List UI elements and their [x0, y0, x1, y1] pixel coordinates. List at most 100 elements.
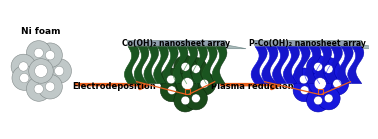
Circle shape [184, 58, 208, 80]
Ellipse shape [309, 68, 329, 82]
Polygon shape [124, 47, 139, 84]
Ellipse shape [172, 77, 187, 96]
Circle shape [160, 68, 183, 91]
Circle shape [333, 79, 341, 88]
Polygon shape [262, 47, 278, 84]
Polygon shape [284, 47, 299, 84]
Polygon shape [134, 47, 149, 84]
Circle shape [307, 55, 330, 78]
Polygon shape [144, 47, 159, 84]
Ellipse shape [183, 83, 201, 99]
Ellipse shape [177, 68, 196, 82]
Circle shape [181, 62, 190, 71]
Ellipse shape [177, 85, 196, 99]
Circle shape [47, 59, 71, 83]
Text: P-Co(OH)₂ nanosheet array: P-Co(OH)₂ nanosheet array [249, 39, 366, 48]
Polygon shape [305, 47, 321, 84]
Circle shape [45, 82, 55, 91]
Ellipse shape [315, 69, 334, 84]
Ellipse shape [36, 71, 56, 87]
Circle shape [314, 96, 322, 105]
Ellipse shape [25, 58, 40, 79]
Circle shape [12, 66, 37, 90]
Polygon shape [164, 47, 178, 84]
Polygon shape [127, 40, 225, 45]
Circle shape [20, 73, 29, 83]
Ellipse shape [315, 83, 334, 99]
Ellipse shape [322, 74, 336, 94]
Polygon shape [154, 47, 168, 84]
Circle shape [11, 54, 36, 79]
Circle shape [184, 87, 208, 110]
Circle shape [307, 89, 330, 112]
Circle shape [38, 74, 62, 99]
Circle shape [326, 72, 349, 95]
Ellipse shape [305, 72, 319, 91]
Circle shape [181, 78, 194, 90]
Circle shape [192, 94, 200, 103]
Text: Ni foam: Ni foam [21, 27, 61, 36]
Polygon shape [183, 47, 198, 84]
Circle shape [292, 68, 315, 91]
Circle shape [192, 65, 200, 73]
Circle shape [38, 43, 62, 68]
Ellipse shape [305, 77, 320, 96]
Circle shape [314, 78, 326, 90]
Circle shape [34, 84, 43, 94]
Ellipse shape [43, 60, 57, 81]
Ellipse shape [29, 73, 50, 87]
Ellipse shape [183, 69, 201, 84]
Circle shape [181, 96, 190, 105]
Circle shape [174, 89, 197, 112]
Polygon shape [193, 47, 208, 84]
Polygon shape [203, 47, 217, 84]
Circle shape [29, 59, 53, 83]
Circle shape [167, 75, 175, 84]
Circle shape [34, 64, 48, 77]
Ellipse shape [189, 74, 203, 94]
Text: Plasma reduction: Plasma reduction [211, 82, 294, 91]
Polygon shape [254, 45, 378, 49]
Polygon shape [254, 40, 361, 45]
Bar [318, 89, 323, 94]
Circle shape [34, 48, 43, 58]
Circle shape [314, 62, 322, 71]
Polygon shape [212, 47, 227, 84]
Text: Electrodeposition: Electrodeposition [72, 82, 156, 91]
Polygon shape [348, 47, 364, 84]
Circle shape [26, 41, 51, 65]
Circle shape [160, 79, 183, 102]
Circle shape [45, 51, 55, 60]
Ellipse shape [29, 54, 50, 69]
Ellipse shape [309, 85, 329, 99]
Polygon shape [316, 47, 332, 84]
Circle shape [299, 75, 308, 84]
Circle shape [26, 77, 51, 101]
Ellipse shape [25, 64, 40, 85]
Polygon shape [127, 45, 246, 49]
Ellipse shape [36, 55, 56, 71]
Polygon shape [173, 47, 188, 84]
Circle shape [317, 58, 340, 80]
Polygon shape [337, 47, 353, 84]
Text: Co(OH)₂ nanosheet array: Co(OH)₂ nanosheet array [122, 39, 230, 48]
Circle shape [193, 72, 216, 95]
Polygon shape [251, 47, 267, 84]
Circle shape [167, 86, 176, 95]
Circle shape [324, 65, 333, 73]
Circle shape [324, 94, 333, 103]
Circle shape [300, 86, 309, 95]
Polygon shape [326, 47, 342, 84]
Circle shape [54, 66, 64, 76]
Circle shape [293, 79, 316, 102]
Polygon shape [294, 47, 310, 84]
Circle shape [309, 72, 332, 95]
Circle shape [200, 79, 209, 88]
Circle shape [176, 72, 199, 95]
Bar [185, 89, 190, 94]
Circle shape [317, 87, 340, 110]
Polygon shape [273, 47, 289, 84]
Circle shape [174, 55, 197, 78]
Circle shape [19, 62, 28, 71]
Ellipse shape [172, 72, 186, 91]
